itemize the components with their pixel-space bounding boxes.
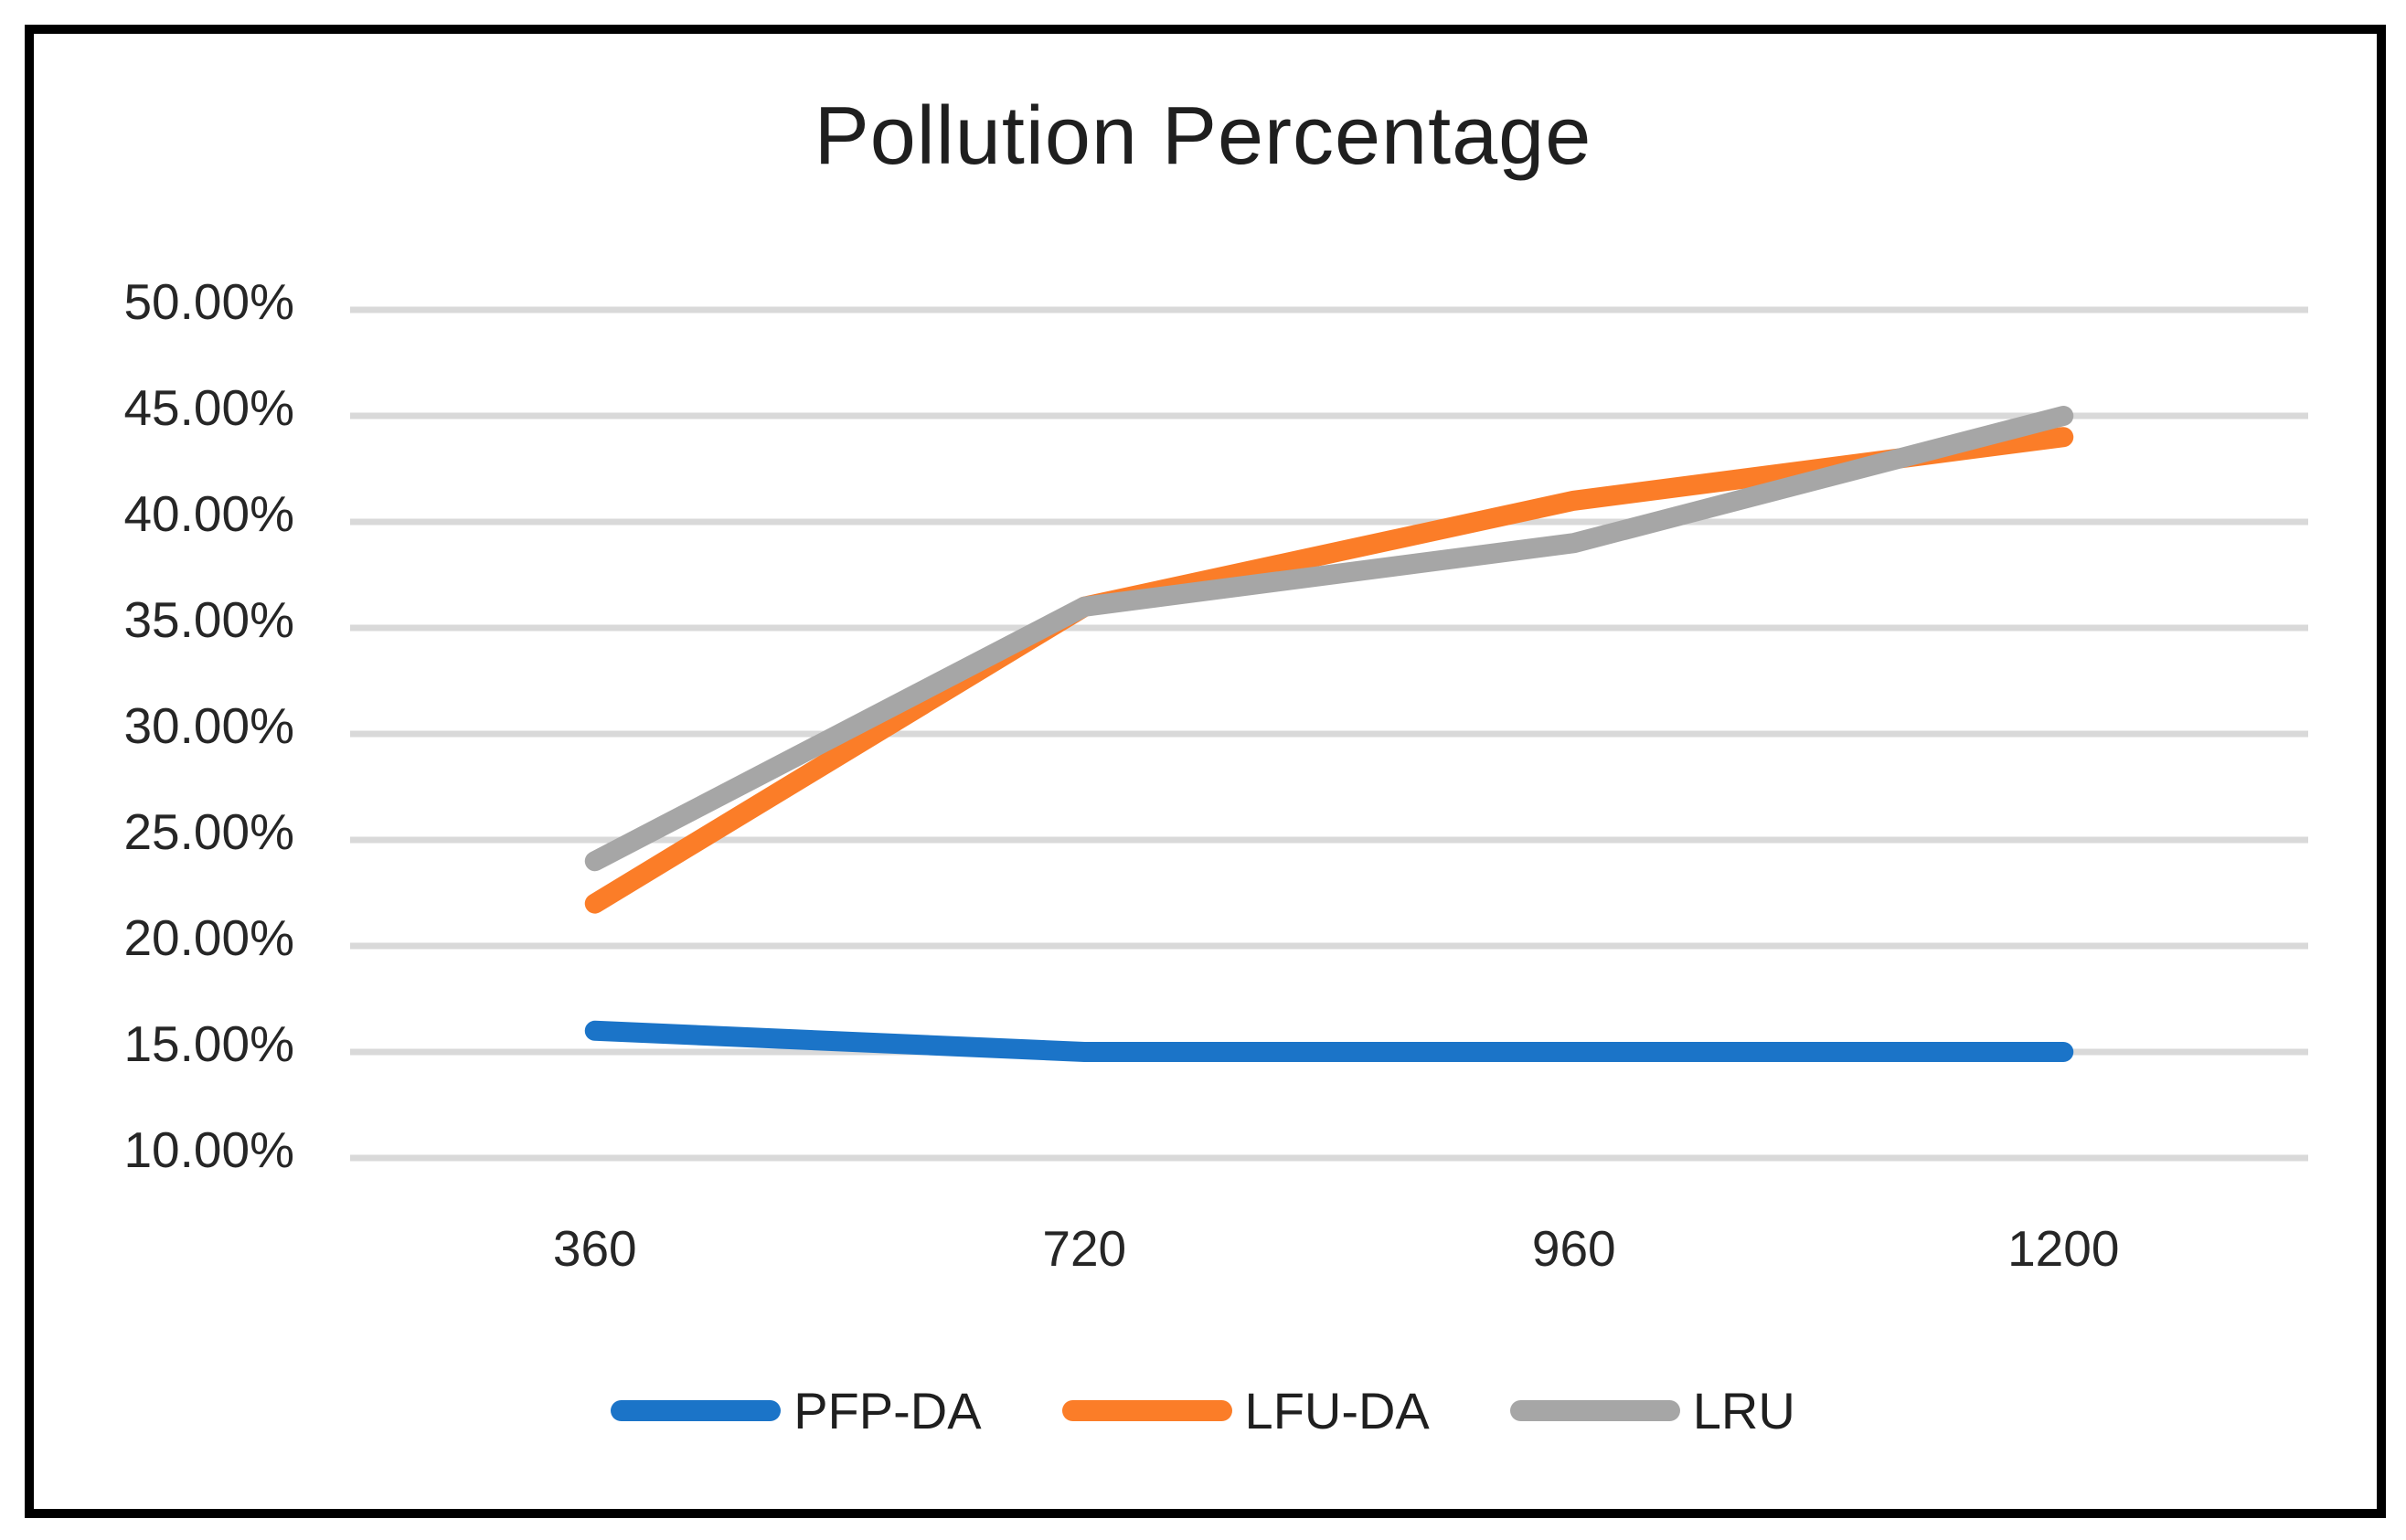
- legend-marker-LFU-DA: [1061, 1399, 1232, 1421]
- legend-marker-LRU: [1509, 1399, 1680, 1421]
- x-tick-label: 720: [1042, 1220, 1126, 1277]
- y-tick-label: 15.00%: [123, 1015, 294, 1072]
- y-tick-label: 25.00%: [123, 803, 294, 860]
- y-tick-label: 40.00%: [123, 485, 294, 542]
- legend-label: PFP-DA: [793, 1381, 982, 1439]
- y-tick-label: 20.00%: [123, 909, 294, 966]
- series-line-LRU: [584, 406, 2074, 872]
- x-tick-label: 360: [553, 1220, 637, 1277]
- legend-item-PFP-DA: PFP-DA: [611, 1381, 982, 1440]
- x-tick-label: 1200: [2007, 1220, 2119, 1277]
- legend-item-LRU: LRU: [1509, 1381, 1795, 1440]
- series-line-LFU-DA: [584, 427, 2074, 914]
- y-tick-label: 50.00%: [123, 273, 294, 330]
- legend-marker-PFP-DA: [611, 1399, 782, 1421]
- x-tick-label: 960: [1532, 1220, 1616, 1277]
- legend-label: LRU: [1692, 1381, 1795, 1439]
- y-tick-label: 45.00%: [123, 379, 294, 436]
- legend: PFP-DA LFU-DA LRU: [0, 1374, 2406, 1447]
- y-tick-label: 10.00%: [123, 1121, 294, 1178]
- y-tick-label: 30.00%: [123, 697, 294, 754]
- chart-title: Pollution Percentage: [814, 90, 1592, 182]
- legend-item-LFU-DA: LFU-DA: [1061, 1381, 1430, 1440]
- y-tick-label: 35.00%: [123, 591, 294, 648]
- series-line-PFP-DA: [584, 1020, 2074, 1062]
- legend-label: LFU-DA: [1244, 1381, 1430, 1439]
- chart-border: [25, 25, 2386, 1518]
